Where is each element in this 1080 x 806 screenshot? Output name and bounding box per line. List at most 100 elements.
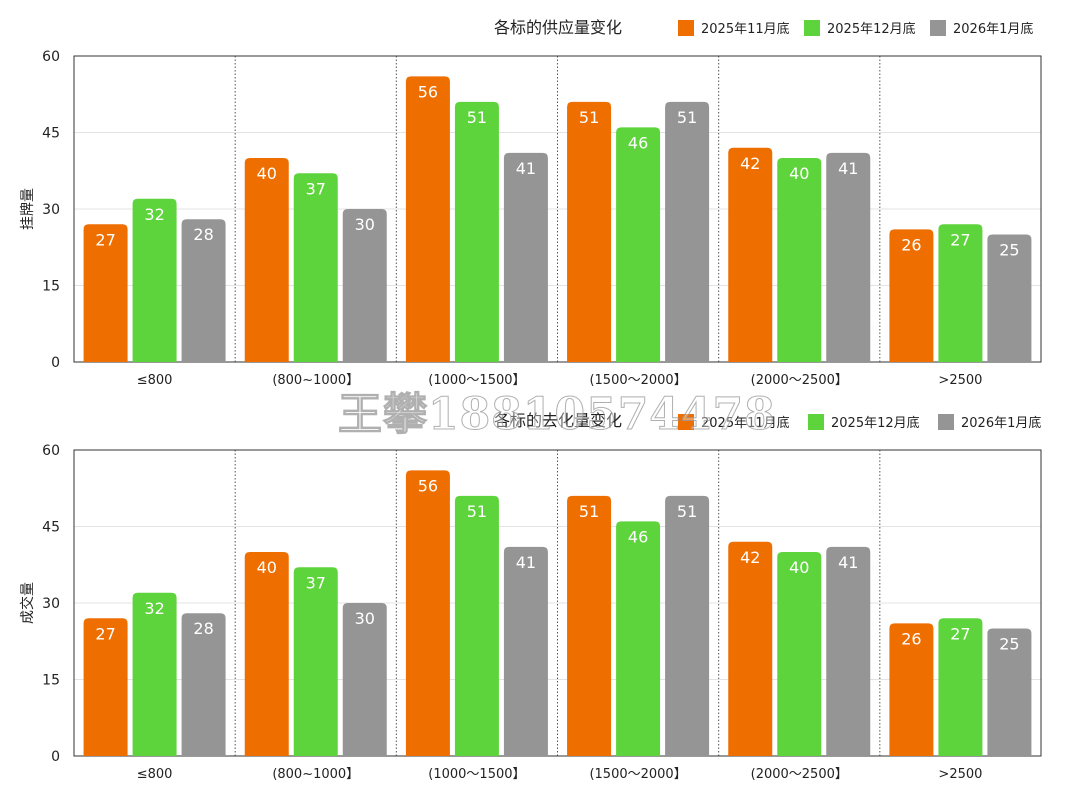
bar-value-label: 30 xyxy=(355,215,375,234)
bar-value-label: 32 xyxy=(144,205,164,224)
bar-value-label: 28 xyxy=(193,225,213,244)
bar-value-label: 26 xyxy=(901,235,921,254)
bar xyxy=(567,101,612,363)
bar-value-label: 27 xyxy=(950,230,970,249)
x-tick-label: (2000～2500】 xyxy=(751,767,848,782)
y-tick-label: 45 xyxy=(42,520,60,536)
x-tick-label: (1500～2000】 xyxy=(589,767,686,782)
bar-value-label: 51 xyxy=(677,502,697,521)
bar xyxy=(132,198,177,362)
x-tick-label: ≤800 xyxy=(137,373,173,388)
bar-value-label: 51 xyxy=(467,108,487,127)
x-tick-label: (1500～2000】 xyxy=(589,373,686,388)
bar-value-label: 40 xyxy=(257,558,277,577)
legend-swatch xyxy=(930,20,946,36)
x-tick-label: (800~1000】 xyxy=(272,373,359,388)
bar-value-label: 25 xyxy=(999,241,1019,260)
chart-1: 0 15 30 45 60 挂牌量 27 32 28 ≤800 40 37 30 (800~1000】 56… xyxy=(19,18,1042,388)
bar xyxy=(181,219,226,362)
bar-value-label: 40 xyxy=(257,164,277,183)
bar xyxy=(454,101,499,363)
bar xyxy=(503,152,548,362)
y-axis-label: 挂牌量 xyxy=(19,188,36,230)
x-tick-label: >2500 xyxy=(938,373,982,388)
bar xyxy=(181,613,226,756)
bar xyxy=(665,101,710,363)
bar-value-label: 51 xyxy=(467,502,487,521)
y-tick-label: 30 xyxy=(42,202,60,218)
bar-value-label: 41 xyxy=(516,159,536,178)
legend-swatch xyxy=(678,20,694,36)
x-tick-label: (2000～2500】 xyxy=(751,373,848,388)
plot-frame xyxy=(73,55,1042,363)
bar-value-label: 51 xyxy=(677,108,697,127)
bar-value-label: 27 xyxy=(95,230,115,249)
legend-label: 2025年11月底 xyxy=(701,415,790,431)
bar xyxy=(777,552,822,756)
plot-frame xyxy=(73,449,1042,757)
bar xyxy=(889,229,934,362)
bar xyxy=(342,209,387,362)
bar xyxy=(728,147,773,362)
bar-value-label: 40 xyxy=(789,164,809,183)
bar-value-label: 42 xyxy=(740,548,760,567)
legend-label: 2025年11月底 xyxy=(701,21,790,37)
bar-value-label: 41 xyxy=(838,159,858,178)
bar xyxy=(567,495,612,756)
bar xyxy=(987,628,1032,756)
bar-value-label: 46 xyxy=(628,133,648,152)
x-tick-label: (1000～1500】 xyxy=(428,373,525,388)
legend-label: 2026年1月底 xyxy=(961,415,1041,431)
y-tick-label: 15 xyxy=(42,673,60,689)
legend-label: 2025年12月底 xyxy=(831,415,920,431)
x-tick-label: (800~1000】 xyxy=(272,767,359,782)
bar-value-label: 25 xyxy=(999,635,1019,654)
bar xyxy=(987,234,1032,362)
bar xyxy=(293,567,338,756)
y-axis-label: 成交量 xyxy=(19,582,36,624)
x-tick-label: >2500 xyxy=(938,767,982,782)
bar xyxy=(826,546,871,756)
bar xyxy=(244,158,289,362)
bar xyxy=(244,552,289,756)
y-tick-label: 30 xyxy=(42,596,60,612)
legend-swatch xyxy=(678,414,694,430)
bar xyxy=(728,541,773,756)
bar-value-label: 30 xyxy=(355,609,375,628)
y-tick-label: 60 xyxy=(42,49,60,65)
chart-2: 0 15 30 45 60 成交量 27 32 28 ≤800 40 37 30 (800~1000】 56… xyxy=(19,411,1042,782)
bar xyxy=(83,224,128,362)
bar xyxy=(405,76,450,363)
bar xyxy=(826,152,871,362)
bar-value-label: 37 xyxy=(306,573,326,592)
bar-value-label: 42 xyxy=(740,154,760,173)
bar xyxy=(503,546,548,756)
bar-value-label: 51 xyxy=(579,108,599,127)
legend-swatch xyxy=(808,414,824,430)
chart-title: 各标的去化量变化 xyxy=(494,411,622,430)
bar xyxy=(83,618,128,756)
bar-value-label: 56 xyxy=(418,82,438,101)
legend-label: 2026年1月底 xyxy=(953,21,1033,37)
bar xyxy=(938,224,983,362)
bar-value-label: 28 xyxy=(193,619,213,638)
watermark-text: 王攀18810574478 xyxy=(338,389,776,441)
bar-value-label: 46 xyxy=(628,527,648,546)
y-tick-label: 60 xyxy=(42,443,60,459)
x-tick-label: (1000～1500】 xyxy=(428,767,525,782)
bar xyxy=(342,603,387,756)
bar xyxy=(616,521,661,756)
bar xyxy=(889,623,934,756)
bar-value-label: 27 xyxy=(95,624,115,643)
chart-title: 各标的供应量变化 xyxy=(494,18,622,37)
bar-value-label: 27 xyxy=(950,624,970,643)
bar xyxy=(132,592,177,756)
bar-value-label: 51 xyxy=(579,502,599,521)
bar xyxy=(454,495,499,756)
bar xyxy=(293,173,338,362)
y-tick-label: 45 xyxy=(42,126,60,142)
bar xyxy=(777,158,822,362)
legend-swatch xyxy=(938,414,954,430)
bar xyxy=(405,470,450,756)
